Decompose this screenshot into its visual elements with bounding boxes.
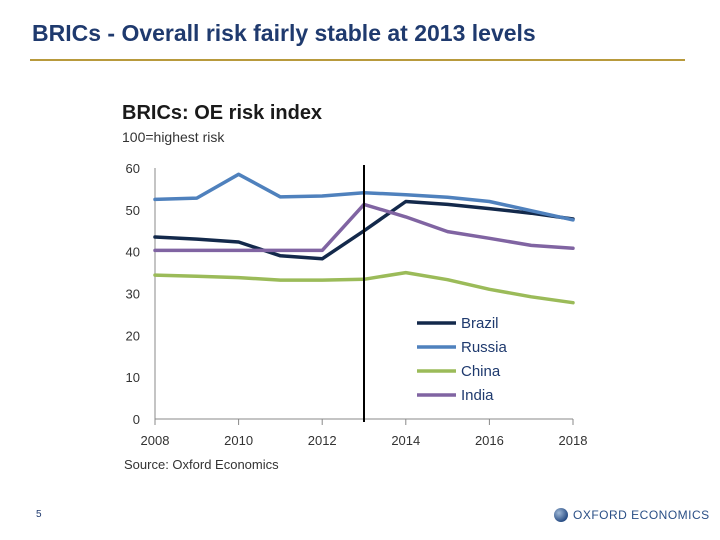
legend-label-india: India [461,387,494,404]
slide-title: BRICs - Overall risk fairly stable at 20… [32,20,536,46]
x-tick-label-2018: 2018 [559,433,588,448]
x-tick-label-2016: 2016 [475,433,504,448]
x-tick-label-2010: 2010 [224,433,253,448]
y-axis: 0 10 20 30 40 50 60 [126,161,140,427]
oxford-economics-logo: OXFORD ECONOMICS [554,508,710,522]
logo-text: OXFORD ECONOMICS [573,508,710,522]
chart-title: BRICs: OE risk index [122,102,322,124]
x-axis: 2008 2010 2012 2014 2016 2018 [141,419,588,448]
x-tick-label-2012: 2012 [308,433,337,448]
page-number: 5 [36,509,42,520]
y-tick-label-20: 20 [126,328,140,343]
chart-subtitle: 100=highest risk [122,129,225,145]
y-tick-label-50: 50 [126,203,140,218]
y-tick-label-30: 30 [126,287,140,302]
y-tick-label-60: 60 [126,161,140,176]
legend-label-russia: Russia [461,339,508,356]
y-tick-label-10: 10 [126,370,140,385]
legend-label-china: China [461,363,501,380]
title-divider [30,59,685,61]
y-tick-label-40: 40 [126,245,140,260]
x-tick-label-2008: 2008 [141,433,170,448]
legend-label-brazil: Brazil [461,315,499,332]
chart-source: Source: Oxford Economics [124,457,279,472]
y-tick-label-0: 0 [133,412,140,427]
globe-icon [554,508,568,522]
x-tick-label-2014: 2014 [391,433,420,448]
legend: Brazil Russia China India [417,315,508,404]
